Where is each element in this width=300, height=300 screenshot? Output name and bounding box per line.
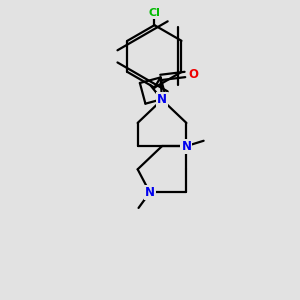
Text: N: N (145, 186, 155, 199)
Text: N: N (182, 140, 191, 153)
Text: Cl: Cl (148, 8, 160, 18)
Text: O: O (188, 68, 198, 81)
Text: N: N (157, 93, 167, 106)
